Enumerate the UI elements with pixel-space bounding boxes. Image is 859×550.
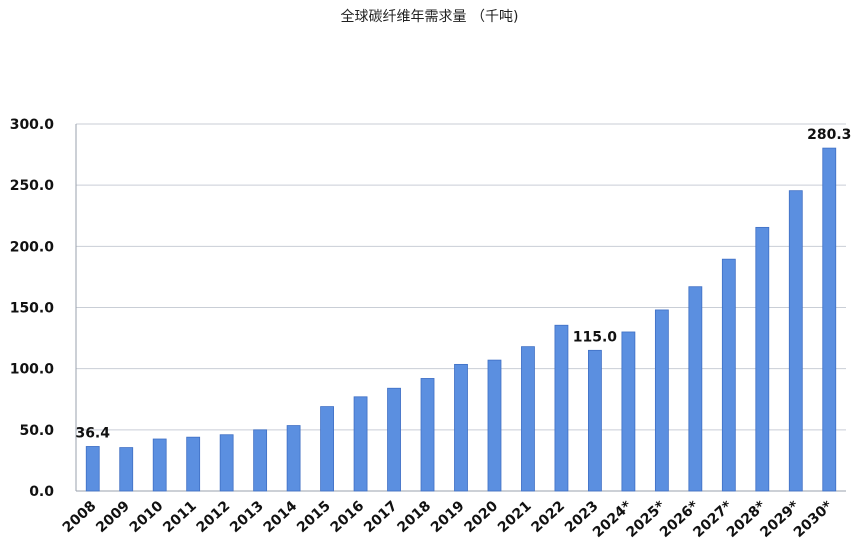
bar-2014 — [286, 425, 301, 492]
bar-2025 — [654, 309, 669, 492]
x-tick-label: 2017 — [361, 498, 401, 536]
x-tick-label: 2015 — [294, 498, 334, 536]
x-tick-label: 2009 — [93, 498, 133, 536]
data-label: 115.0 — [573, 329, 618, 345]
x-tick-label: 2030* — [791, 498, 837, 541]
bar-2023 — [588, 349, 602, 492]
x-tick-label: 2019 — [428, 498, 468, 536]
x-tick-label: 2012 — [194, 498, 234, 536]
y-tick-label: 250.0 — [10, 178, 55, 194]
x-tick-label: 2021 — [495, 498, 535, 536]
y-tick-label: 200.0 — [10, 239, 55, 255]
bar-2028 — [755, 226, 770, 492]
bar-2021 — [521, 346, 535, 492]
x-tick-label: 2020 — [461, 498, 501, 536]
bar-2013 — [253, 429, 268, 492]
bar-2019 — [454, 363, 468, 492]
bar-2030 — [822, 147, 837, 492]
bar-2015 — [320, 406, 334, 492]
bar-2008 — [85, 446, 100, 492]
bar-2017 — [387, 387, 401, 492]
bar-2027 — [721, 258, 736, 492]
x-tick-label: 2016 — [328, 498, 368, 536]
chart-title: 全球碳纤维年需求量 （千吨) — [340, 9, 519, 25]
x-tick-label: 2010 — [127, 498, 167, 536]
data-labels: 36.4 115.0 280.3 — [75, 127, 851, 441]
y-tick-label: 0.0 — [29, 484, 54, 500]
x-tick-label: 2018 — [395, 498, 435, 536]
data-label: 36.4 — [75, 425, 110, 441]
bar-2010 — [152, 438, 167, 492]
bar-2011 — [186, 436, 201, 492]
bar-2024 — [621, 331, 636, 492]
x-tick-label: 2014 — [261, 498, 301, 536]
y-tick-label: 50.0 — [19, 423, 54, 439]
x-tick-label: 2008 — [60, 498, 100, 536]
bar-2018 — [420, 378, 435, 492]
bar-2020 — [487, 359, 502, 492]
bar-2029 — [788, 190, 803, 492]
x-tick-label: 2011 — [160, 498, 200, 536]
bar-2022 — [554, 324, 569, 492]
y-tick-label: 300.0 — [10, 117, 55, 133]
bar-2026 — [688, 286, 703, 492]
y-tick-label: 100.0 — [10, 362, 55, 378]
y-tick-label: 150.0 — [10, 301, 55, 317]
bar-2012 — [219, 434, 234, 492]
x-tick-label: 2022 — [528, 498, 568, 536]
y-tick-labels: 0.0 50.0 100.0 150.0 200.0 250.0 300.0 — [10, 117, 55, 500]
data-label: 280.3 — [807, 127, 851, 143]
x-tick-labels: 2008200920102011201220132014201520162017… — [60, 498, 837, 541]
x-tick-label: 2013 — [227, 498, 267, 536]
bar-2016 — [353, 396, 368, 492]
bar-2009 — [119, 447, 134, 492]
bars — [85, 147, 837, 492]
